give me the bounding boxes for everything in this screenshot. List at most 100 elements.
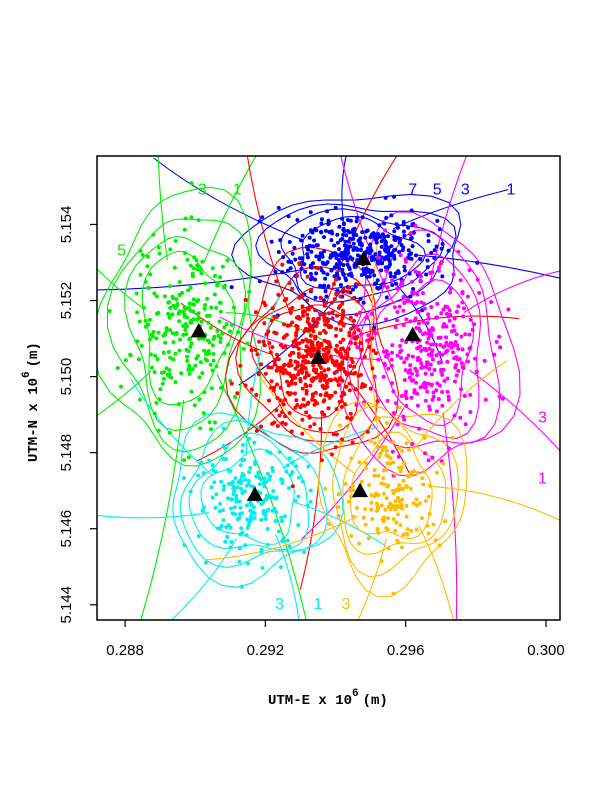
data-point (255, 352, 260, 357)
data-point (454, 332, 459, 337)
data-point (284, 332, 289, 337)
data-point (497, 334, 502, 339)
data-point (304, 389, 309, 393)
data-point (140, 253, 145, 257)
data-point (377, 250, 382, 255)
data-point (397, 483, 402, 488)
data-point (367, 483, 372, 487)
data-point (395, 538, 400, 543)
data-point (450, 435, 455, 440)
data-point (363, 466, 368, 471)
data-point (374, 236, 379, 241)
data-point (432, 368, 437, 372)
data-point (379, 503, 384, 508)
data-point (379, 268, 384, 273)
y-axis-title-unit: (m) (26, 342, 42, 367)
data-point (345, 251, 350, 256)
data-point (305, 503, 310, 508)
contour-line (157, 156, 168, 261)
data-point (183, 328, 188, 332)
data-point (426, 239, 431, 244)
data-point (302, 550, 307, 555)
data-point (309, 249, 314, 254)
data-point (166, 311, 171, 316)
data-point (364, 249, 369, 254)
cluster-points (107, 181, 252, 463)
data-point (213, 505, 218, 510)
data-point (403, 368, 408, 373)
data-point (321, 353, 326, 358)
data-point (468, 410, 473, 414)
data-point (362, 402, 367, 407)
data-point (262, 484, 267, 489)
y-axis-title: UTM-N x 106 (m) (21, 342, 42, 462)
data-point (300, 417, 305, 422)
data-point (375, 399, 380, 404)
data-point (384, 215, 389, 220)
data-point (217, 300, 222, 305)
data-point (343, 402, 347, 407)
data-point (413, 366, 418, 371)
data-point (363, 235, 368, 240)
data-point (189, 215, 194, 220)
data-point (404, 441, 409, 446)
data-point (203, 303, 208, 307)
data-point (340, 216, 345, 221)
data-point (287, 486, 291, 491)
data-point (331, 432, 336, 437)
data-point (460, 347, 465, 352)
contour-line (274, 533, 300, 620)
contour-group (97, 156, 323, 620)
data-point (306, 247, 311, 252)
data-point (338, 262, 343, 267)
data-point (256, 372, 261, 377)
data-point (434, 470, 439, 475)
y-axis-title-text: UTM-N x 10 (26, 378, 42, 462)
data-point (239, 487, 244, 491)
data-point (408, 368, 412, 373)
data-point (299, 238, 303, 243)
data-point (353, 341, 358, 346)
data-point (199, 319, 204, 324)
data-point (229, 322, 234, 327)
x-axis: 0.288 0.292 0.296 0.300 (106, 620, 565, 659)
data-point (333, 390, 338, 395)
data-point (326, 319, 331, 323)
data-point (416, 309, 421, 314)
data-point (406, 447, 411, 452)
cluster-points (323, 402, 455, 596)
data-point (238, 363, 243, 368)
data-point (453, 379, 457, 384)
data-point (219, 523, 224, 528)
data-point (302, 309, 307, 314)
data-point (451, 272, 456, 277)
contour-label: 3 (461, 181, 470, 198)
data-point (436, 268, 441, 273)
data-point (269, 379, 274, 384)
data-point (286, 214, 291, 219)
data-point (402, 264, 407, 269)
data-point (497, 394, 502, 399)
data-point (431, 394, 436, 399)
data-point (334, 407, 339, 412)
data-point (240, 449, 245, 454)
data-point (154, 336, 159, 341)
data-point (301, 313, 306, 318)
data-point (379, 559, 384, 564)
data-point (209, 427, 214, 432)
data-point (261, 339, 266, 344)
data-point (410, 279, 415, 284)
data-point (350, 440, 355, 445)
data-point (397, 250, 402, 254)
data-point (419, 516, 424, 521)
contour-line (140, 400, 185, 620)
data-point (380, 255, 384, 260)
data-point (393, 472, 398, 477)
data-point (287, 281, 292, 286)
data-point (403, 393, 408, 398)
data-point (319, 365, 324, 370)
data-point (243, 383, 248, 388)
data-point (296, 346, 301, 351)
data-point (457, 357, 462, 361)
data-point (363, 522, 368, 527)
